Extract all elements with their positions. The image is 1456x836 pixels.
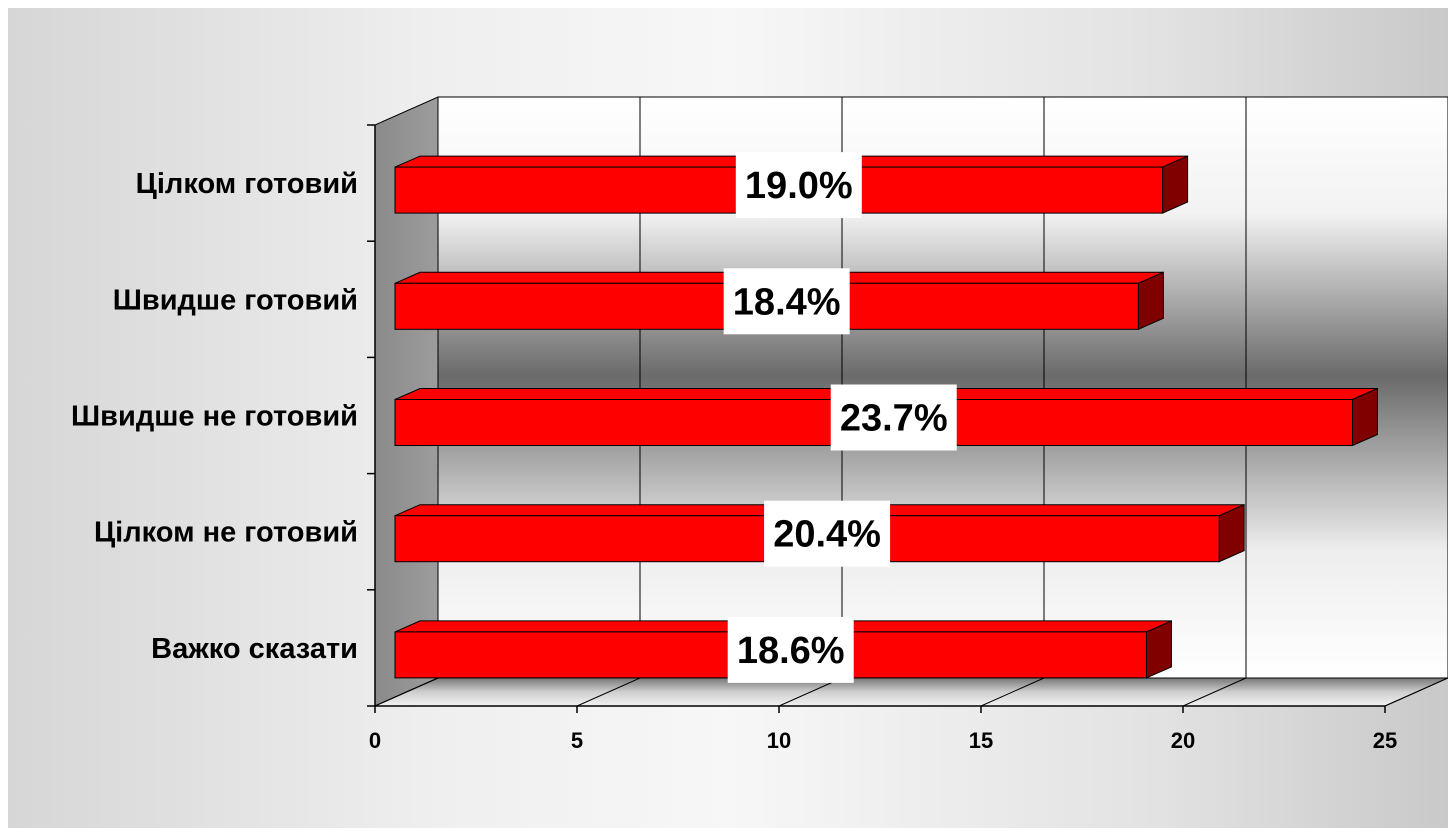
floor-gridline [1384, 677, 1448, 707]
x-tick-label: 25 [1373, 728, 1397, 753]
category-label: Цілком не готовий [94, 517, 358, 549]
data-label-box [764, 500, 891, 567]
x-tick-label: 0 [369, 728, 381, 753]
floor-gridline [576, 677, 641, 707]
data-label-box [727, 616, 854, 683]
floor-gridline [980, 677, 1045, 707]
x-tick-label: 20 [1171, 728, 1195, 753]
chart-frame: 0 5 10 15 20 25 Цілком готовий Швидше готовий Шв… [8, 8, 1448, 828]
floor-gridline [1182, 677, 1247, 707]
category-label: Швидше готовий [113, 284, 358, 316]
category-label: Цілком готовий [136, 168, 358, 200]
x-tick-label: 15 [969, 728, 993, 753]
data-label: 18.6% [737, 630, 845, 672]
x-tick-label: 10 [767, 728, 791, 753]
floor-gridline [374, 677, 439, 707]
category-label: Швидше не готовий [71, 401, 358, 433]
axes: 0 5 10 15 20 25 Цілком готовий Швидше готовий Шв… [71, 124, 1397, 753]
data-label-box [735, 152, 862, 219]
floor [374, 677, 1448, 707]
data-label: 19.0% [745, 165, 853, 207]
category-label: Важко сказати [151, 633, 358, 665]
data-label: 20.4% [773, 514, 881, 556]
data-label: 23.7% [840, 398, 948, 440]
x-tick-label: 5 [571, 728, 583, 753]
bar-chart: 0 5 10 15 20 25 Цілком готовий Швидше готовий Шв… [71, 96, 1448, 753]
data-label-box [723, 268, 850, 335]
data-label: 18.4% [733, 281, 841, 323]
data-labels: 19.0% 18.4% 23.7% 20.4% 18.6% [723, 152, 957, 683]
data-label-box [830, 384, 957, 451]
